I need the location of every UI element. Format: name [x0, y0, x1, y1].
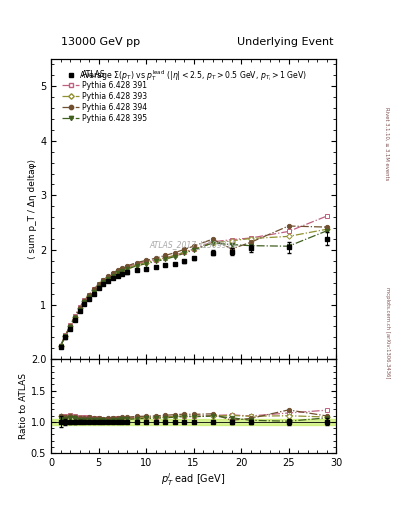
Text: 13000 GeV pp: 13000 GeV pp — [61, 37, 140, 47]
Text: ATLAS_2017_I1509919: ATLAS_2017_I1509919 — [150, 241, 237, 250]
Legend: ATLAS, Pythia 6.428 391, Pythia 6.428 393, Pythia 6.428 394, Pythia 6.428 395: ATLAS, Pythia 6.428 391, Pythia 6.428 39… — [61, 69, 149, 124]
Text: Underlying Event: Underlying Event — [237, 37, 333, 47]
Text: mcplots.cern.ch [arXiv:1306.3436]: mcplots.cern.ch [arXiv:1306.3436] — [385, 287, 389, 378]
Y-axis label: Ratio to ATLAS: Ratio to ATLAS — [19, 373, 28, 439]
Y-axis label: ⟨ sum p_T / Δη deltaφ⟩: ⟨ sum p_T / Δη deltaφ⟩ — [28, 159, 37, 259]
Bar — [51, 419, 336, 425]
Text: Average $\Sigma(p_T)$ vs $p_T^{\rm lead}$ ($|\eta|<2.5$, $p_T>0.5$ GeV, $p_{T_i}: Average $\Sigma(p_T)$ vs $p_T^{\rm lead}… — [79, 68, 308, 83]
X-axis label: $p_T^l$ ead [GeV]: $p_T^l$ ead [GeV] — [162, 471, 226, 487]
Text: Rivet 3.1.10, ≥ 3.1M events: Rivet 3.1.10, ≥ 3.1M events — [385, 106, 389, 180]
